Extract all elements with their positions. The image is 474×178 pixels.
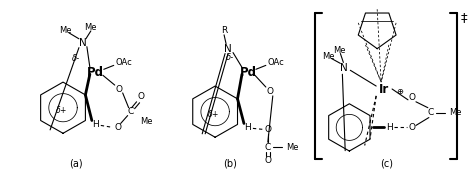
Text: $\delta$+: $\delta$+ (55, 104, 67, 115)
Text: O: O (114, 123, 121, 132)
Text: (b): (b) (223, 159, 237, 169)
Text: Me: Me (59, 26, 71, 35)
Text: Me: Me (449, 108, 461, 117)
Text: Me: Me (85, 23, 97, 32)
Text: N: N (224, 44, 232, 54)
Text: O: O (264, 156, 271, 165)
Text: OAc: OAc (267, 58, 284, 67)
Text: R: R (221, 26, 227, 35)
Text: H: H (386, 123, 392, 132)
Text: Ir: Ir (379, 83, 389, 96)
Text: Pd: Pd (87, 66, 104, 79)
Text: OAc: OAc (115, 58, 132, 67)
Text: Pd: Pd (239, 66, 256, 79)
Text: O: O (137, 92, 144, 101)
Text: H: H (245, 123, 251, 132)
Text: Me: Me (141, 117, 153, 126)
Text: $\delta$+: $\delta$+ (207, 108, 219, 119)
Text: N: N (79, 38, 87, 48)
Text: C: C (128, 107, 134, 116)
Text: O: O (115, 85, 122, 95)
Text: (c): (c) (381, 159, 393, 169)
Text: δ-: δ- (226, 53, 234, 62)
Text: H: H (92, 120, 99, 129)
Text: Me: Me (333, 46, 346, 55)
Text: C: C (428, 108, 434, 117)
Text: ‡: ‡ (460, 11, 467, 24)
Text: N: N (340, 63, 348, 73)
Text: ⊕: ⊕ (397, 87, 403, 96)
Text: C: C (264, 143, 271, 152)
Text: Me: Me (322, 52, 335, 61)
Text: O: O (266, 87, 273, 96)
Text: O: O (409, 93, 416, 102)
Text: δ-: δ- (72, 54, 80, 63)
Text: O: O (264, 125, 271, 134)
Text: (a): (a) (69, 159, 83, 169)
Text: Me: Me (286, 143, 298, 152)
Text: O: O (409, 123, 416, 132)
